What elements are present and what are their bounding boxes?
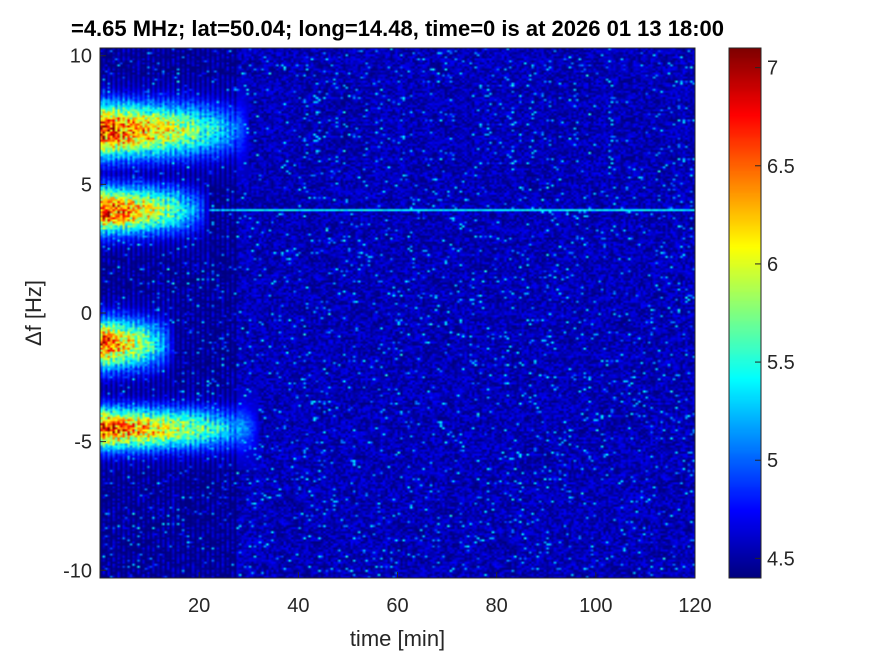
y-axis: -10 -5 0 5 10	[63, 46, 106, 582]
y-tick-label: -5	[74, 432, 92, 454]
x-tick-label: 120	[678, 595, 711, 617]
colorbar-tick-label: 6	[767, 254, 778, 276]
colorbar-tick-label: 5.5	[767, 352, 795, 374]
colorbar-axis: 4.5 5 5.5 6 6.5 7	[755, 58, 795, 570]
x-tick-label: 20	[188, 595, 210, 617]
x-tick-label: 60	[386, 595, 408, 617]
colorbar-tick-label: 7	[767, 58, 778, 80]
x-tick-label: 100	[579, 595, 612, 617]
y-tick-label: -10	[63, 560, 92, 582]
colorbar-tick-label: 5	[767, 450, 778, 472]
y-tick-label: 5	[81, 174, 92, 196]
colorbar-tick-label: 6.5	[767, 156, 795, 178]
plot-area	[99, 47, 696, 579]
x-tick-label: 40	[287, 595, 309, 617]
x-axis-label: time [min]	[350, 626, 445, 651]
y-axis-label: Δf [Hz]	[21, 280, 46, 346]
y-tick-label: 10	[70, 46, 92, 68]
x-axis: 20 40 60 80 100 120	[188, 572, 712, 617]
colorbar	[728, 47, 762, 579]
colorbar-gradient	[729, 48, 761, 578]
chart-title: =4.65 MHz; lat=50.04; long=14.48, time=0…	[70, 16, 725, 41]
colorbar-frame	[728, 47, 762, 579]
x-tick-label: 80	[486, 595, 508, 617]
colorbar-tick-label: 4.5	[767, 548, 795, 570]
y-tick-label: 0	[81, 303, 92, 325]
spectrogram-heatmap	[100, 48, 695, 578]
